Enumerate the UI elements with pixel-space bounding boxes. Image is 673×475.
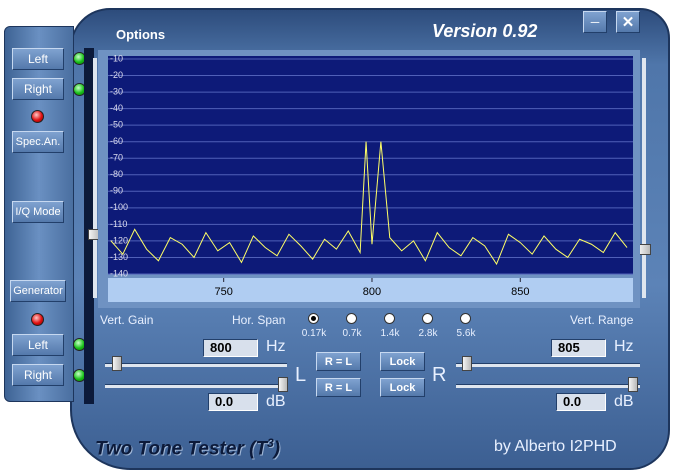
vert-gain-label: Vert. Gain [100,313,154,327]
span-label: 0.7k [342,328,362,339]
slider-track [456,363,640,367]
spectrum-display: -10 -20 -30 -40 -50 -60 -70 -80 -90 -100 -110 -120 -… [98,50,640,308]
slider-track [105,384,287,388]
vert-range-label: Vert. Range [570,313,634,327]
span-radio[interactable] [460,313,471,324]
slider-thumb[interactable] [462,356,472,371]
radio-dot [311,316,316,321]
right-gain-input[interactable]: 0.0 [556,393,606,411]
y-tick-label: -110 [110,219,127,229]
span-label: 5.6k [456,328,476,339]
hor-span-label: Hor. Span [232,313,286,327]
slider-thumb[interactable] [278,377,288,392]
span-radio[interactable] [346,313,357,324]
y-tick-label: -70 [110,153,123,163]
vert-gain-track [93,58,97,298]
y-tick-label: -130 [110,252,128,262]
unit: Hz [614,338,634,355]
divider [84,48,94,404]
right-button[interactable]: Right [12,364,64,386]
slider-thumb[interactable] [112,356,122,371]
x-axis-bar [108,278,633,302]
unit: dB [614,393,634,410]
right-button[interactable]: Right [12,78,64,100]
slider-track [105,363,287,367]
channel-label: R [432,364,447,386]
led [31,110,44,123]
left-gain-input[interactable]: 0.0 [208,393,258,411]
app-title: Two Tone Tester (T3) [95,436,280,460]
lock-button[interactable]: Lock [380,378,425,397]
y-tick-label: -40 [110,103,123,113]
left-button[interactable]: Left [12,48,64,70]
x-tick-label: 750 [214,286,232,298]
slider-track [456,384,640,388]
version: Version 0.92 [432,21,538,41]
y-tick-label: -50 [110,120,123,130]
span-label: 1.4k [380,328,400,339]
menu-options[interactable]: Options [116,27,166,42]
copy-button[interactable]: R = L [316,378,361,397]
y-tick-label: -120 [110,235,128,245]
unit: dB [266,393,286,410]
span-radio[interactable] [422,313,433,324]
slider-thumb[interactable] [628,377,638,392]
y-tick-label: -90 [110,186,123,196]
y-tick-label: -10 [110,53,123,63]
unit: Hz [266,338,286,355]
title-text: ) [273,438,281,460]
y-tick-label: -100 [110,202,128,212]
generator-button[interactable]: Generator [10,280,66,302]
close-button[interactable]: ✕ [616,11,640,33]
title-text: Two Tone Tester (T [95,438,268,460]
spectrum-trace [110,141,628,266]
right-freq-input[interactable]: 805 [551,339,606,357]
x-tick-label: 800 [363,286,381,298]
spec-an-button[interactable]: Spec.An. [12,131,64,153]
copy-button[interactable]: R = L [316,352,361,371]
y-tick-label: -140 [110,268,128,278]
lock-button[interactable]: Lock [380,352,425,371]
y-tick-label: -30 [110,86,123,96]
y-tick-label: -80 [110,169,123,179]
span-label: 0.17k [301,328,327,339]
channel-label: L [295,364,307,386]
title-sup: 3 [267,436,274,450]
x-tick-label: 850 [511,286,529,298]
led [31,313,44,326]
y-tick-label: -60 [110,136,123,146]
span-label: 2.8k [418,328,438,339]
author: by Alberto I2PHD [494,438,617,455]
vert-range-track [642,58,646,298]
left-freq-input[interactable]: 800 [203,339,258,357]
span-radio[interactable] [308,313,319,324]
left-button[interactable]: Left [12,334,64,356]
minimize-button[interactable]: ─ [583,11,607,33]
y-tick-label: -20 [110,70,123,80]
span-radio[interactable] [384,313,395,324]
iq-mode-button[interactable]: I/Q Mode [12,201,64,223]
